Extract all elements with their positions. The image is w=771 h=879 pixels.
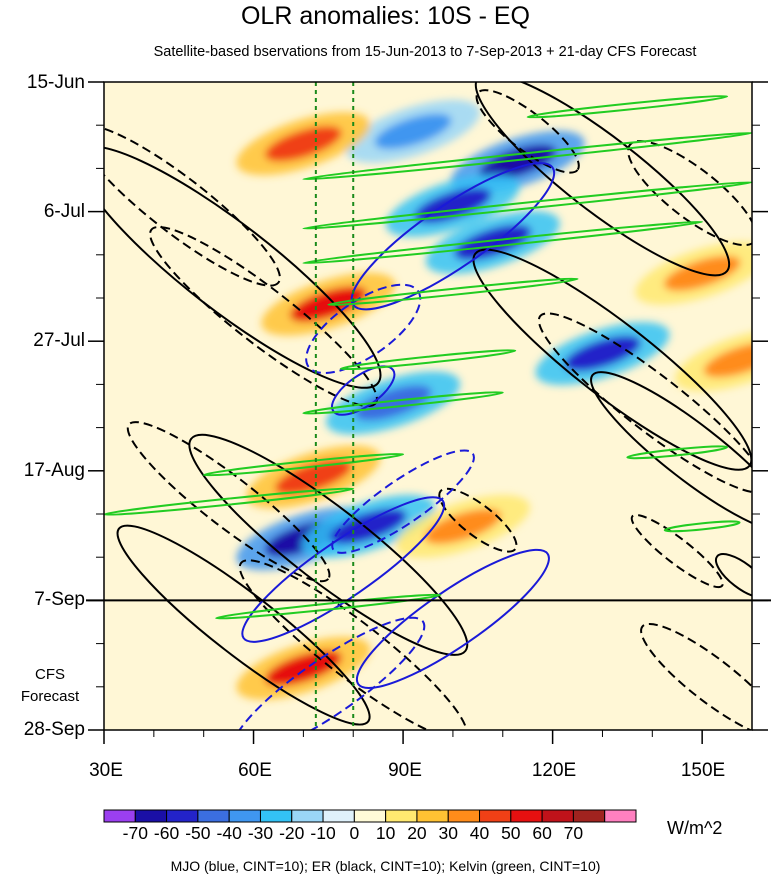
negative-anomaly-blob [374,113,452,149]
chart-title: OLR anomalies: 10S - EQ [240,2,530,30]
y-tick-label: 27-Jul [33,330,85,351]
negative-anomaly-blob [354,385,432,421]
er-contour [238,559,468,730]
colorbar-swatch [291,809,324,823]
y-tick-label: 7-Sep [34,589,85,610]
forecast-note-line: CFS [35,666,65,683]
kelvin-contour [215,593,442,620]
colorbar-swatch [103,809,136,823]
reference-longitude-lines [314,82,355,730]
colorbar-swatch [510,809,543,823]
colorbar-swatch [322,809,355,823]
mjo-contour [305,283,422,374]
colorbar-tick-label: 40 [469,823,490,843]
er-contour [590,371,752,534]
colorbar-tick-label: 30 [438,823,458,843]
colorbar-tick-label: 50 [501,823,521,843]
x-tick-label: 150E [680,760,726,781]
colorbar-tick-label: -60 [153,823,180,843]
kelvin-contour [302,220,704,265]
colorbar-swatch [416,809,449,823]
x-tick-label: 120E [531,760,577,781]
colorbar-swatch [353,809,387,823]
er-contour [630,513,724,589]
colorbar-tick-label: 20 [407,823,427,843]
er-contour [537,312,752,494]
x-tick-label: 30E [89,760,123,781]
colorbar [103,809,637,823]
chart-subtitle: Satellite-based bservations from 15-Jun-… [153,44,697,60]
forecast-note-line: Forecast [20,688,80,705]
er-contour [627,140,752,247]
er-contour [714,553,752,599]
positive-anomaly-blob [424,508,502,544]
negative-anomaly-blob [564,336,641,372]
plot-frame [103,81,753,731]
colorbar-tick-label: -10 [310,823,336,843]
er-contour [438,487,518,553]
colorbar-tick-label: 70 [563,823,584,843]
colorbar-tick-label: -40 [216,823,242,843]
x-tick-label: 90E [388,760,422,781]
positive-anomaly-blob [703,342,752,378]
contour-legend: MJO (blue, CINT=10); ER (black, CINT=10)… [170,858,601,874]
kelvin-contour [202,452,405,477]
positive-anomaly-blob [265,650,342,686]
negative-anomaly-blob [414,187,492,223]
colorbar-tick-label: -30 [247,823,274,843]
colorbar-tick-label: -70 [122,823,148,843]
colorbar-swatch [259,809,293,823]
colorbar-tick-label: -20 [279,823,305,843]
colorbar-swatch [197,809,230,823]
forecast-note: CFS Forecast [12,664,88,708]
negative-anomaly-blob [454,224,532,260]
colorbar-swatch [541,809,574,823]
colorbar-tick-label: 10 [375,823,396,843]
mjo-contour [231,616,426,730]
colorbar-tick-label: 60 [532,823,552,843]
kelvin-contour [626,445,729,460]
colorbar-swatch [572,809,606,823]
colorbar-swatch [134,809,168,823]
y-tick-label: 6-Jul [43,201,85,222]
kelvin-contour [526,94,729,119]
colorbar-tick-label: 0 [349,823,360,843]
mjo-contour [331,449,475,554]
er-contour [640,622,752,730]
er-contour [126,421,331,583]
negative-anomaly-blob [479,144,556,180]
colorbar-swatch [228,809,261,823]
er-contour [188,433,469,656]
colorbar-swatch [479,809,512,823]
positive-anomaly-blob [265,126,342,162]
colorbar-tick-label: -50 [185,823,211,843]
kelvin-contour [302,181,752,230]
y-tick-label: 17-Aug [23,460,85,481]
er-contour [104,124,281,287]
positive-anomaly-blob [275,459,352,495]
colorbar-swatch [604,809,637,823]
kelvin-contour [302,391,504,415]
mjo-contour [241,496,446,643]
kelvin-contour [302,131,752,181]
y-tick-label: 28-Sep [23,719,85,740]
colorbar-unit: W/m^2 [667,818,723,838]
er-contour [104,145,382,389]
y-tick-label: 15-Jun [26,72,85,93]
kelvin-contour [339,349,517,371]
kelvin-contour [327,277,579,307]
x-tick-label: 60E [238,760,272,781]
contour-layer [104,82,752,730]
kelvin-contour [663,520,741,533]
colorbar-swatch [385,809,418,823]
colorbar-swatch [447,809,481,823]
negative-anomaly-blob [329,508,407,544]
colorbar-swatch [166,809,199,823]
